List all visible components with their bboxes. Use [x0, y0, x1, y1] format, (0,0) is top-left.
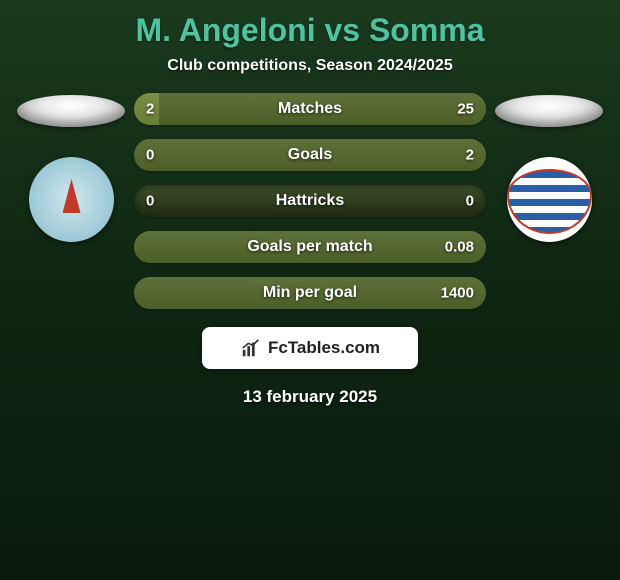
stat-label: Goals	[288, 146, 332, 164]
stat-label: Goals per match	[247, 238, 372, 256]
left-player-col	[16, 93, 126, 242]
stat-value-right: 25	[457, 101, 474, 118]
page-subtitle: Club competitions, Season 2024/2025	[167, 57, 452, 75]
right-player-oval	[495, 95, 603, 127]
stat-value-right: 1400	[441, 285, 474, 302]
stat-bar: 0 0 Hattricks	[134, 185, 486, 217]
stat-value-right: 2	[466, 147, 474, 164]
left-club-badge	[29, 157, 114, 242]
stat-bar: 1400 Min per goal	[134, 277, 486, 309]
stat-bar: 0.08 Goals per match	[134, 231, 486, 263]
stat-label: Matches	[278, 100, 342, 118]
page-title: M. Angeloni vs Somma	[135, 12, 484, 49]
stat-value-right: 0.08	[445, 239, 474, 256]
stats-column: 2 25 Matches 0 2 Goals 0 0 Hattricks 0.08 Goals pe…	[134, 93, 486, 309]
stat-value-left: 2	[146, 101, 154, 118]
stat-label: Hattricks	[276, 192, 344, 210]
stat-value-right: 0	[466, 193, 474, 210]
stat-bar: 2 25 Matches	[134, 93, 486, 125]
main-row: 2 25 Matches 0 2 Goals 0 0 Hattricks 0.08 Goals pe…	[0, 93, 620, 309]
comparison-card: M. Angeloni vs Somma Club competitions, …	[0, 0, 620, 419]
stat-value-left: 0	[146, 193, 154, 210]
left-player-oval	[17, 95, 125, 127]
stat-label: Min per goal	[263, 284, 357, 302]
chart-icon	[240, 337, 262, 359]
right-player-col	[494, 93, 604, 242]
stat-value-left: 0	[146, 147, 154, 164]
branding-badge[interactable]: FcTables.com	[202, 327, 418, 369]
branding-label: FcTables.com	[268, 338, 380, 358]
right-club-badge	[507, 157, 592, 242]
stat-bar: 0 2 Goals	[134, 139, 486, 171]
comparison-date: 13 february 2025	[243, 387, 377, 407]
